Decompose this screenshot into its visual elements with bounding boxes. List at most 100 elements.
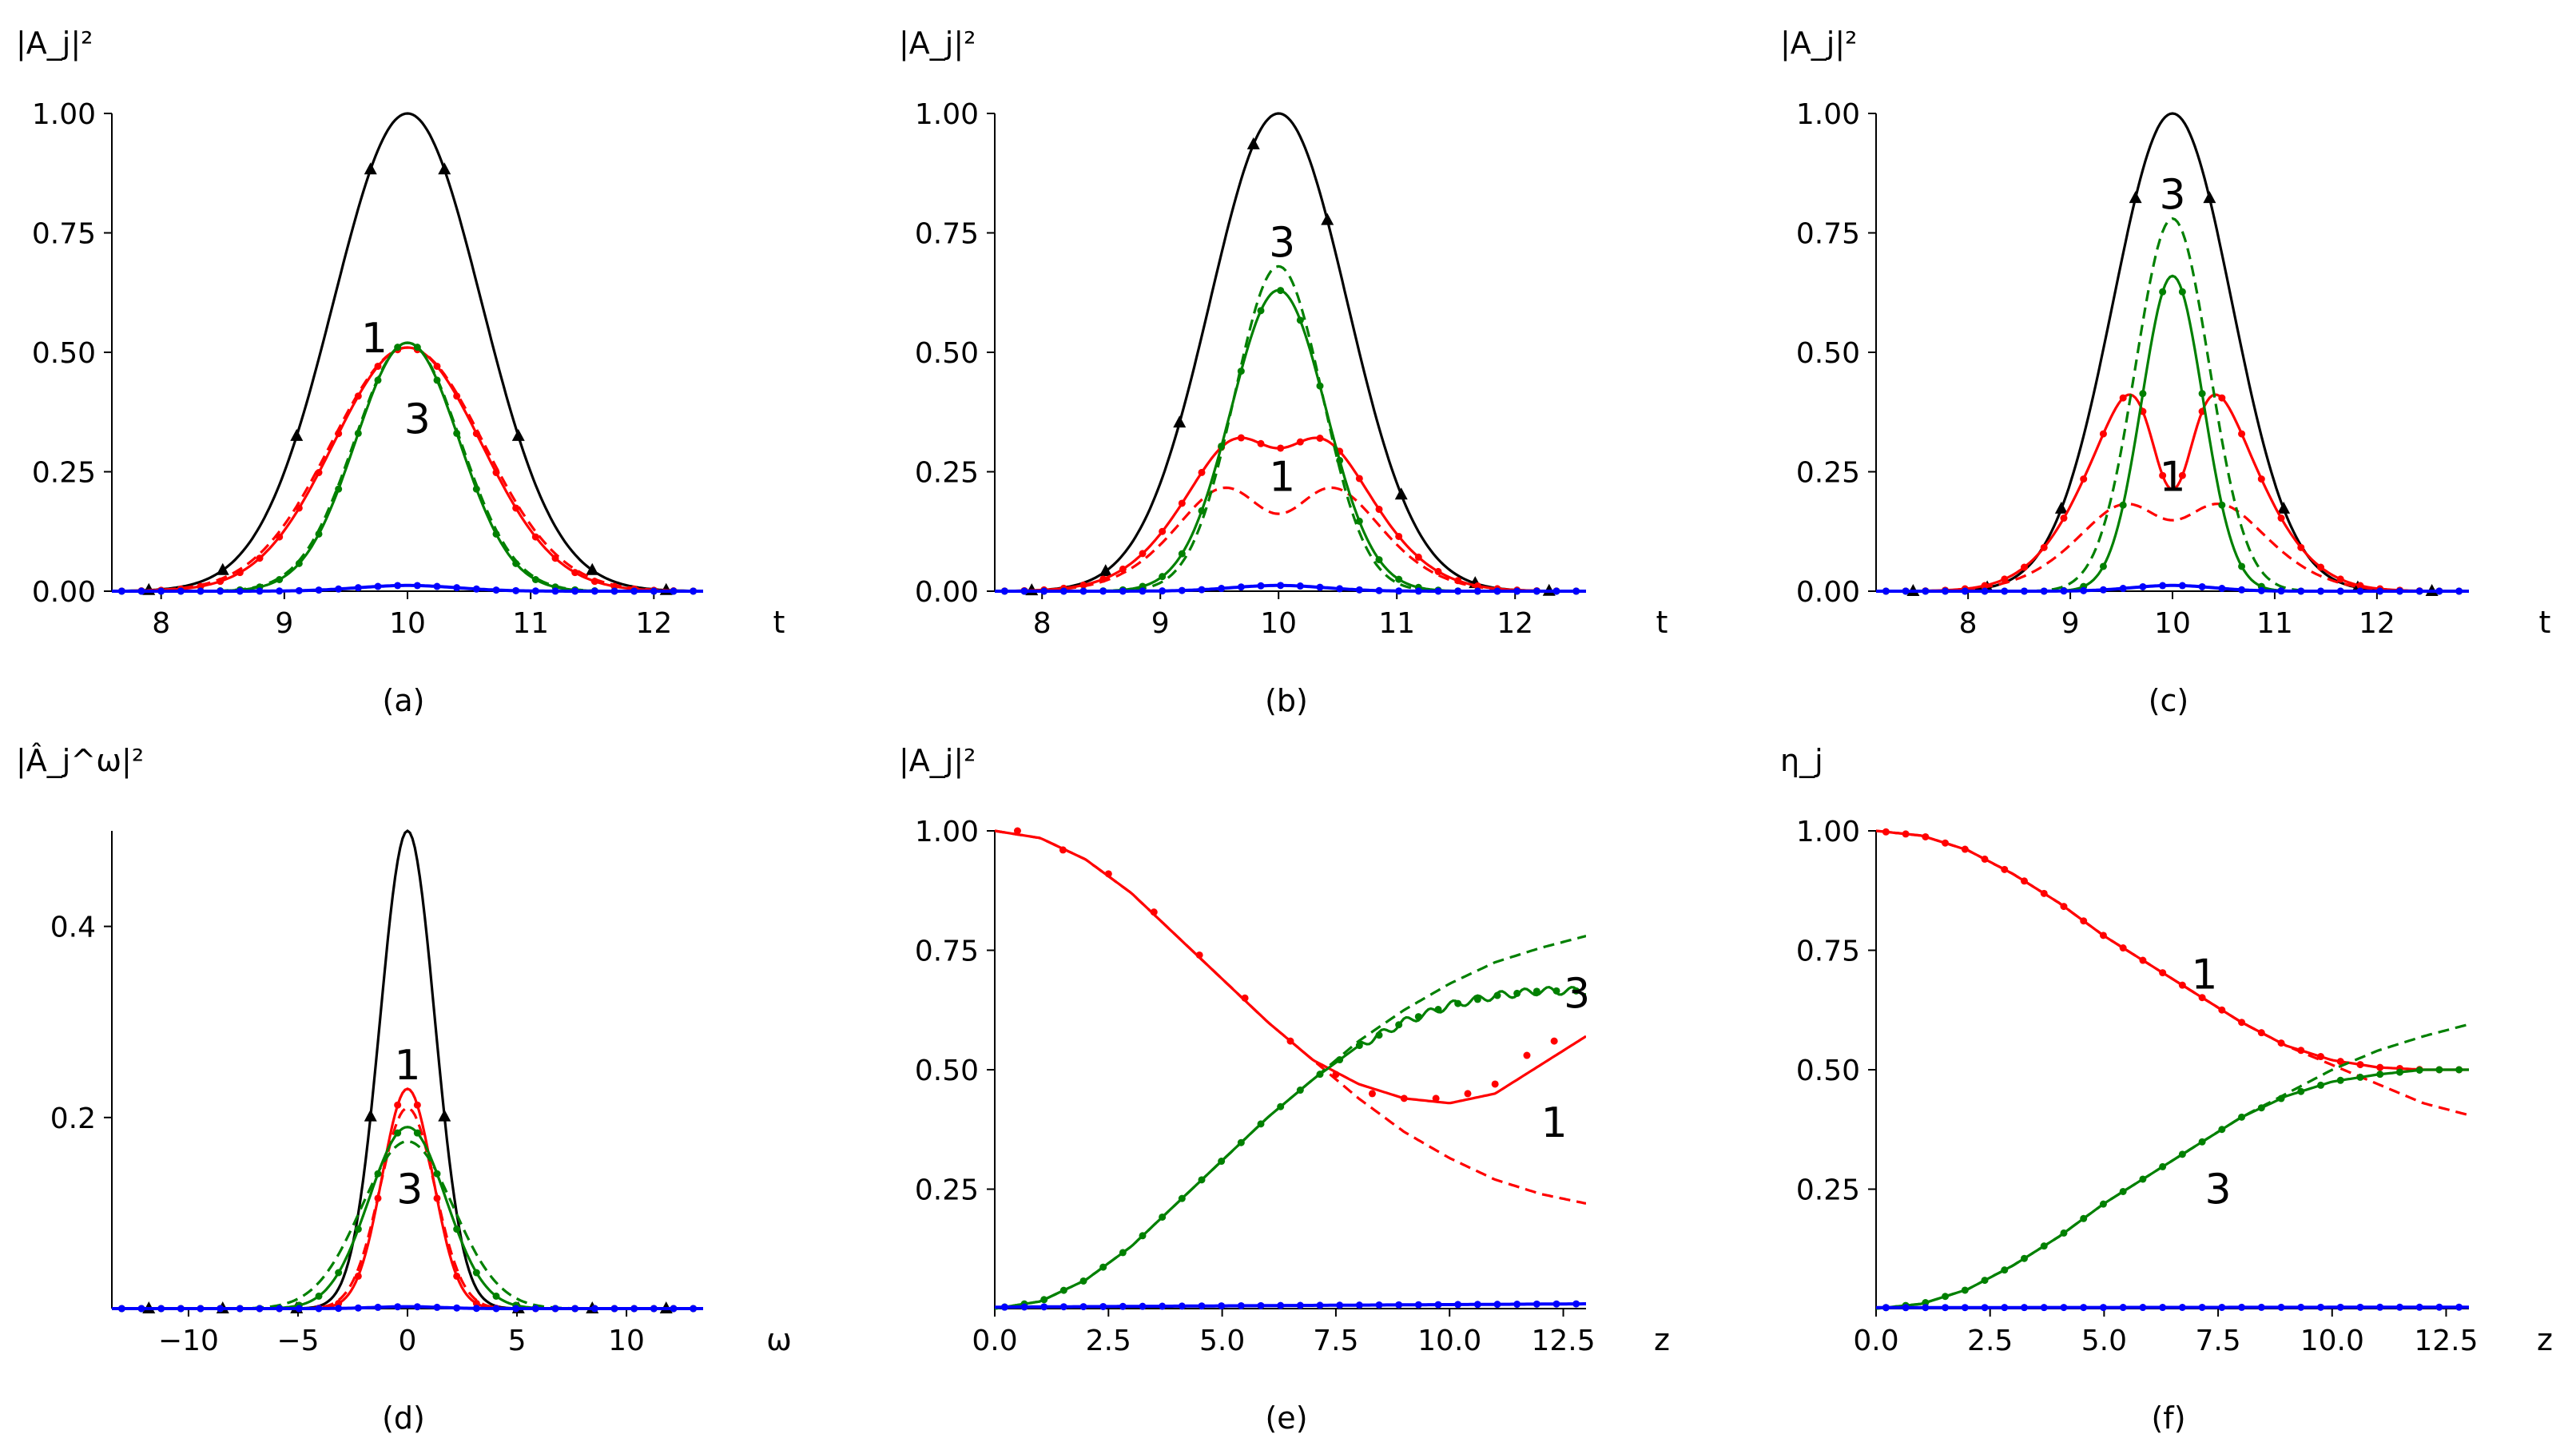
- series-f-2-point: [2238, 1303, 2246, 1311]
- y-tick-label-b: 0.00: [915, 576, 979, 609]
- series-e-3-solid--point: [1552, 987, 1560, 995]
- series-c-1-solid--point: [2001, 575, 2009, 583]
- series-b-2-point: [1139, 587, 1147, 595]
- series-e-2-point: [1434, 1301, 1442, 1309]
- series-e-2-point: [1040, 1303, 1048, 1311]
- series-e-1-dashed--line: [995, 829, 1586, 1205]
- series-d-3-solid--point: [453, 1226, 461, 1234]
- series-f-2-point: [1902, 1304, 1910, 1312]
- x-axis-label-c: t: [2539, 605, 2551, 640]
- series-c-pump-marker: [2054, 501, 2068, 514]
- x-tick-label-a: 9: [275, 607, 293, 640]
- series-c-2-point: [2040, 587, 2048, 595]
- series-f-2-point: [2040, 1304, 2048, 1312]
- series-b-3-dashed--line: [995, 264, 1586, 593]
- series-d-1-solid--point: [354, 1272, 362, 1280]
- x-tick-label-e: 7.5: [1313, 1325, 1358, 1357]
- series-a-1-solid--point: [453, 392, 461, 400]
- series-a-2-point: [590, 587, 598, 595]
- series-a-2-point: [236, 587, 244, 595]
- panel-d: −10 −5 0 5 10 0.2 0.4 |Â_j^ω|² ω (d) 1 3: [16, 743, 792, 1436]
- series-d-2-point: [315, 1305, 323, 1313]
- series-b-pump-marker: [1173, 415, 1187, 428]
- y-tick-label-a: 1.00: [32, 98, 96, 131]
- series-f-2-point: [2257, 1303, 2265, 1311]
- series-b-2-point: [1434, 587, 1442, 595]
- series-b-2-point: [1355, 586, 1363, 594]
- series-f-2-point: [2435, 1303, 2443, 1311]
- series-d-2-point: [590, 1305, 598, 1313]
- series-c-1-solid--point: [2257, 475, 2265, 483]
- series-d-2-point: [374, 1303, 382, 1311]
- series-e-2-point: [1355, 1301, 1363, 1309]
- series-f-3-solid--point: [2415, 1066, 2423, 1074]
- series-f-3-solid--point: [2297, 1087, 2305, 1095]
- series-d-2-point: [177, 1305, 185, 1313]
- x-tick-label-f: 0.0: [1853, 1325, 1898, 1357]
- x-tick-label-a: 8: [152, 607, 170, 640]
- series-e-2-point: [1159, 1302, 1167, 1310]
- series-c-3-solid--point: [2218, 501, 2226, 509]
- series-e-3-solid--point: [1296, 1087, 1304, 1094]
- series-d-1-solid--point: [394, 1101, 402, 1109]
- series-a-2-point: [413, 582, 421, 590]
- series-b-1-dashed--line: [995, 486, 1586, 593]
- series-e-3-solid--point: [1473, 995, 1481, 1003]
- series-d-3-solid--point: [413, 1129, 421, 1137]
- series-c-2-point: [2218, 585, 2226, 593]
- panel-caption-d: (d): [382, 1400, 425, 1436]
- series-b-1-solid--point: [1159, 527, 1167, 535]
- series-d-3-solid--point: [394, 1129, 402, 1137]
- series-c-1-solid--point: [2277, 514, 2285, 522]
- series-d-2-point: [531, 1305, 539, 1313]
- series-b-1-solid--point: [1296, 438, 1304, 446]
- x-tick-label-e: 2.5: [1086, 1325, 1131, 1357]
- panel-a: 8 9 10 11 12 0.00 0.25 0.50 0.75 1.00 |A_j|²t (a) 13: [16, 26, 785, 718]
- series-b-3-solid--point: [1159, 573, 1167, 581]
- series-a-3-solid--point: [335, 485, 343, 493]
- series-f-2-point: [1882, 1304, 1890, 1312]
- series-e-1-dots--point: [1491, 1080, 1499, 1088]
- series-a-1-solid--point: [315, 469, 323, 477]
- series-c-2-point: [1882, 587, 1890, 595]
- series-c-3-solid--point: [2178, 288, 2186, 296]
- series-c-2-point: [2001, 587, 2009, 595]
- series-c-2-line: [1876, 583, 2469, 593]
- series-b-2-point: [1552, 587, 1560, 595]
- series-b-2-point: [1218, 585, 1226, 593]
- x-tick-label-f: 2.5: [1967, 1325, 2013, 1357]
- series-b-1-solid--point: [1277, 444, 1285, 452]
- panel-caption-c: (c): [2149, 683, 2189, 718]
- series-b-3-solid--point: [1178, 550, 1186, 558]
- series-d-1-solid--point: [335, 1300, 343, 1308]
- y-tick-label-c: 0.75: [1796, 218, 1860, 251]
- series-c-2-point: [2080, 586, 2088, 594]
- series-c-1-solid--point: [2119, 394, 2127, 402]
- series-f-1-solid--point: [2336, 1058, 2344, 1066]
- y-tick-label-a: 0.75: [32, 218, 96, 251]
- series-f-1-dashed--line: [1876, 829, 2469, 1117]
- x-axis-label-d: ω: [766, 1322, 792, 1357]
- series-b-2-point: [1277, 582, 1285, 590]
- series-a-2-point: [551, 587, 559, 595]
- y-tick-label-c: 0.00: [1796, 576, 1860, 609]
- series-d-1-solid--point: [453, 1272, 461, 1280]
- series-f-2-point: [2159, 1304, 2167, 1312]
- x-tick-label-b: 11: [1378, 607, 1415, 640]
- series-c-2-point: [2238, 586, 2246, 594]
- x-tick-label-e: 5.0: [1199, 1325, 1245, 1357]
- series-f-3-solid--point: [2455, 1066, 2463, 1074]
- series-c-1-solid--point: [2218, 394, 2226, 402]
- series-b-2-point: [1159, 587, 1167, 595]
- series-d-2-point: [197, 1305, 205, 1313]
- series-c-3-solid--point: [2099, 562, 2107, 570]
- series-f-3-solid--point: [2395, 1068, 2403, 1076]
- series-e-2-point: [1552, 1300, 1560, 1308]
- series-b-3-solid--point: [1336, 456, 1344, 464]
- y-tick-label-b: 0.75: [915, 218, 979, 251]
- x-tick-label-d: 0: [399, 1325, 417, 1357]
- panel-b: 8 9 10 11 12 0.00 0.25 0.50 0.75 1.00 |A_j|²t (b) 3 1: [899, 26, 1668, 718]
- series-d-3-solid--point: [472, 1269, 480, 1277]
- series-a-2-point: [177, 587, 185, 595]
- series-c-1-solid--point: [2317, 563, 2324, 571]
